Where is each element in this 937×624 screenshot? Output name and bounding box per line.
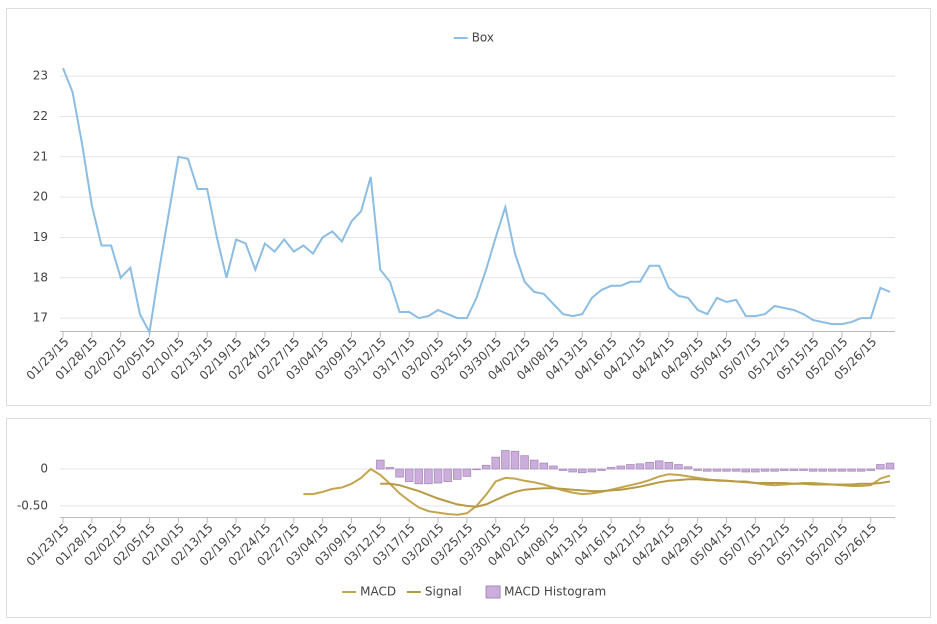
y-tick-label: 20 xyxy=(33,190,48,204)
bar xyxy=(645,461,654,470)
bar xyxy=(674,464,683,470)
bar xyxy=(606,467,616,470)
bar xyxy=(799,468,808,471)
legend-label: Box xyxy=(472,31,494,45)
bar xyxy=(885,462,895,470)
bar xyxy=(481,464,491,470)
legend-label: Signal xyxy=(425,585,462,599)
bar xyxy=(741,468,751,473)
bar xyxy=(520,455,529,470)
bar xyxy=(510,450,520,470)
bar xyxy=(722,468,731,472)
legend-swatch xyxy=(485,585,501,599)
bar xyxy=(664,461,674,470)
bar xyxy=(404,468,414,482)
bar xyxy=(693,468,702,471)
bar xyxy=(837,468,847,472)
bar xyxy=(568,468,577,473)
bar xyxy=(635,463,645,470)
bar xyxy=(395,468,404,478)
bar xyxy=(491,456,500,470)
line-series xyxy=(380,478,891,508)
y-tick-label: 21 xyxy=(33,149,48,163)
y-tick-label: -0.50 xyxy=(17,498,48,512)
y-tick-label: 22 xyxy=(33,109,48,123)
bar xyxy=(501,450,510,470)
bar xyxy=(847,468,856,472)
bar xyxy=(385,467,395,470)
bar xyxy=(587,468,597,473)
bar xyxy=(731,468,741,472)
bar xyxy=(818,468,827,472)
bar xyxy=(866,468,876,471)
bar xyxy=(424,468,433,485)
line-series xyxy=(62,67,891,336)
legend-label: MACD xyxy=(360,585,396,599)
bar xyxy=(703,468,712,472)
y-tick-label: 19 xyxy=(33,230,48,244)
bar xyxy=(597,468,606,471)
bar xyxy=(529,459,539,470)
bar xyxy=(683,466,693,470)
bar xyxy=(376,459,385,470)
bar xyxy=(453,468,462,480)
bar xyxy=(779,468,789,471)
y-tick-label: 0 xyxy=(40,461,48,475)
bar xyxy=(433,468,443,484)
bar xyxy=(539,462,549,470)
y-tick-label: 17 xyxy=(33,311,48,325)
y-tick-label: 23 xyxy=(33,69,48,83)
y-tick-label: 18 xyxy=(33,270,48,284)
bar xyxy=(443,468,452,482)
legend-label: MACD Histogram xyxy=(504,585,606,599)
bar xyxy=(760,468,770,472)
bar xyxy=(549,465,558,470)
bar xyxy=(616,465,625,470)
bar xyxy=(462,468,472,477)
bar xyxy=(558,468,568,471)
top-panel xyxy=(6,8,931,406)
bar xyxy=(472,468,481,471)
bottom-panel xyxy=(6,418,931,618)
bar xyxy=(789,468,799,471)
bar xyxy=(808,468,818,472)
bar xyxy=(751,468,760,473)
bar xyxy=(876,464,885,470)
bar xyxy=(856,468,866,472)
bar xyxy=(578,468,587,474)
bar xyxy=(770,468,779,472)
bar xyxy=(828,468,837,472)
bar xyxy=(712,468,722,472)
bar xyxy=(626,464,635,470)
bar xyxy=(414,468,424,485)
bar xyxy=(654,460,664,470)
